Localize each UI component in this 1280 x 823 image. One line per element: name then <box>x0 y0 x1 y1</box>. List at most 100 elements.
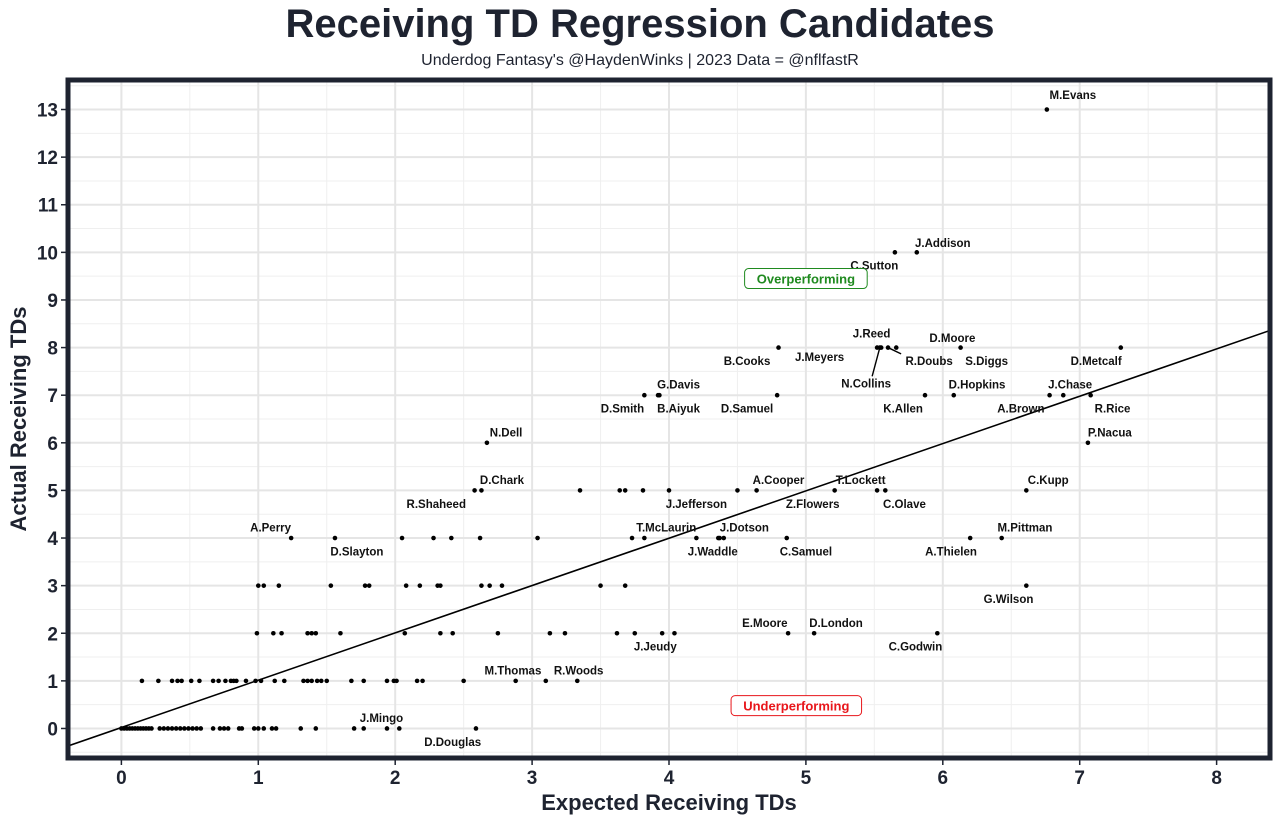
point-label: D.Metcalf <box>1071 356 1122 368</box>
data-point <box>243 678 249 684</box>
data-point-labeled <box>935 630 940 636</box>
data-point-labeled <box>288 535 294 541</box>
y-tick-label: 7 <box>47 386 58 407</box>
y-tick-label: 9 <box>47 291 58 312</box>
point-label: J.Waddle <box>688 546 738 558</box>
data-point <box>217 726 223 731</box>
data-point-labeled <box>484 440 490 446</box>
point-label: P.Nacua <box>1088 427 1133 439</box>
data-point <box>254 630 260 636</box>
data-point <box>139 678 145 684</box>
data-point <box>324 678 330 684</box>
data-point <box>417 583 423 588</box>
annotation-label-under: Underperforming <box>743 699 849 714</box>
point-label: D.Hopkins <box>949 380 1006 392</box>
data-point <box>239 726 245 731</box>
regression-line-group <box>68 329 1270 747</box>
point-label: R.Rice <box>1095 404 1131 416</box>
point-label: D.Chark <box>480 475 525 487</box>
data-points <box>119 107 1124 731</box>
point-label: B.Cooks <box>724 356 771 368</box>
point-label: R.Shaheed <box>407 499 466 511</box>
chart-title: Receiving TD Regression Candidates <box>285 2 995 46</box>
data-point <box>349 678 354 684</box>
data-point <box>298 726 304 731</box>
y-tick-label: 1 <box>47 672 58 693</box>
data-point <box>487 583 492 588</box>
point-label: G.Davis <box>657 380 700 392</box>
data-point <box>499 583 505 588</box>
y-tick-label: 6 <box>47 434 58 455</box>
data-point <box>271 630 276 636</box>
data-point <box>309 630 314 636</box>
data-point <box>640 488 646 493</box>
point-label: C.Godwin <box>889 642 943 654</box>
point-label: A.Brown <box>997 404 1044 416</box>
x-tick-label: 1 <box>253 768 264 789</box>
data-point-labeled <box>967 535 973 541</box>
data-point <box>397 726 402 731</box>
x-tick-label: 0 <box>116 768 127 789</box>
data-point-labeled <box>479 488 484 493</box>
data-point-labeled <box>892 250 898 255</box>
data-point <box>394 678 399 684</box>
data-point <box>175 678 180 684</box>
data-point <box>169 678 175 684</box>
x-tick-label: 8 <box>1211 768 1222 789</box>
data-point <box>384 726 390 731</box>
data-point <box>622 583 628 588</box>
data-point <box>165 726 171 731</box>
data-point-labeled <box>1118 345 1124 350</box>
data-point <box>477 535 483 541</box>
data-point-labeled <box>832 488 837 493</box>
data-point <box>149 726 154 731</box>
data-point-labeled <box>1024 488 1029 493</box>
data-point <box>313 726 319 731</box>
data-point <box>179 678 184 684</box>
data-point <box>535 535 540 541</box>
y-tick-label: 12 <box>37 148 58 169</box>
data-point-labeled <box>784 535 790 541</box>
data-point <box>362 583 368 588</box>
data-point <box>251 726 257 731</box>
y-tick-label: 5 <box>47 481 58 502</box>
data-point <box>617 488 623 493</box>
data-point <box>399 535 405 541</box>
data-point <box>318 678 324 684</box>
point-label: D.Smith <box>601 404 644 416</box>
data-point <box>261 583 267 588</box>
data-point-labeled <box>672 630 677 636</box>
data-point <box>562 630 568 636</box>
data-point <box>161 726 167 731</box>
point-label: J.Mingo <box>360 713 403 725</box>
point-label: S.Diggs <box>965 356 1008 368</box>
data-point <box>414 678 420 684</box>
data-point <box>221 726 227 731</box>
y-tick-label: 10 <box>37 243 58 264</box>
point-label: J.Jeudy <box>634 642 677 654</box>
data-point <box>210 726 216 731</box>
point-label: M.Thomas <box>484 665 541 677</box>
y-tick-label: 11 <box>38 196 59 217</box>
regression-line <box>68 329 1270 747</box>
x-tick-label: 4 <box>664 768 675 789</box>
data-point-labeled <box>999 535 1004 541</box>
data-point <box>223 678 228 684</box>
point-label: J.Jefferson <box>666 499 727 511</box>
point-label: J.Reed <box>853 328 891 340</box>
data-point <box>169 726 175 731</box>
data-point <box>198 726 204 731</box>
leader-line <box>887 346 902 355</box>
data-point <box>216 678 221 684</box>
data-point-labeled <box>1060 392 1066 398</box>
point-label: M.Evans <box>1050 90 1097 102</box>
data-point <box>632 630 638 636</box>
point-label: C.Kupp <box>1028 475 1069 487</box>
y-tick-label: 8 <box>47 339 58 360</box>
data-point <box>190 726 195 731</box>
point-label: N.Dell <box>490 427 523 439</box>
point-label: R.Doubs <box>905 356 952 368</box>
point-label: Z.Flowers <box>786 499 840 511</box>
point-label: D.London <box>809 618 863 630</box>
